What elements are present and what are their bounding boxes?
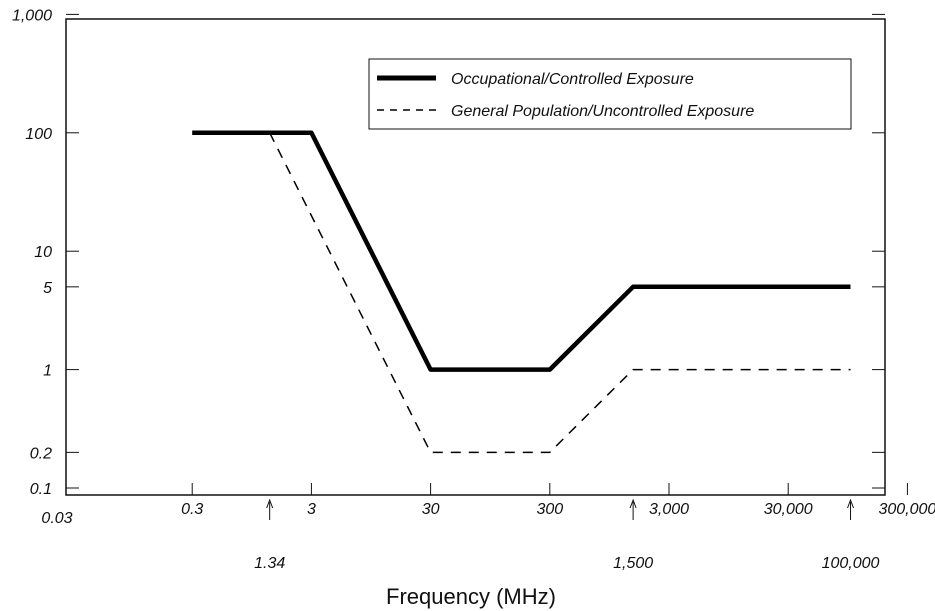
annotation-label: 100,000: [822, 555, 880, 572]
x-tick-label: 3: [307, 501, 316, 518]
series-line-occupational: [192, 130, 851, 372]
annotation-arrow: 100,000: [822, 498, 880, 572]
legend: Occupational/Controlled Exposure General…: [368, 58, 852, 130]
y-tick-label: 10: [34, 244, 52, 261]
y-tick-label: 0.2: [30, 445, 52, 462]
legend-box: [368, 58, 852, 130]
y-tick-label: 1,000: [12, 7, 52, 24]
series-lines: [192, 130, 851, 454]
x-tick-label: 0.3: [181, 501, 203, 518]
x-annotations: 1.34 1,500 100,000: [254, 498, 880, 572]
x-tick-label: 30,000: [764, 501, 813, 518]
y-tick-label: 5: [43, 280, 52, 297]
annotation-arrow: 1,500: [613, 498, 653, 572]
x-tick-label: 3,000: [649, 501, 689, 518]
y-tick-label: 0.1: [30, 481, 52, 498]
x-axis-title: Frequency (MHz): [386, 584, 556, 609]
x-tick-label: 300,000: [878, 501, 935, 518]
annotation-label: 1,500: [613, 555, 653, 572]
x-tick-label: 0.03: [41, 510, 72, 527]
y-tick-label: 100: [25, 126, 52, 143]
annotation-arrow: 1.34: [254, 498, 285, 572]
plot-frame: [65, 18, 886, 496]
legend-label-occupational: Occupational/Controlled Exposure: [451, 71, 694, 88]
y-axis: 0.1 0.2 1 5 10 100 1,000: [12, 7, 885, 498]
x-tick-label: 30: [422, 501, 440, 518]
annotation-label: 1.34: [254, 555, 285, 572]
arrow-head: [266, 498, 274, 509]
x-axis: 0.03 0.3 3 30 300 3,000 30,000 300,000: [41, 483, 935, 527]
arrow-head: [629, 498, 637, 509]
y-tick-label: 1: [43, 363, 52, 380]
series-line-general-population: [269, 132, 851, 454]
legend-label-general-population: General Population/Uncontrolled Exposure: [451, 103, 754, 120]
arrow-head: [847, 498, 854, 509]
x-tick-label: 300: [536, 501, 563, 518]
